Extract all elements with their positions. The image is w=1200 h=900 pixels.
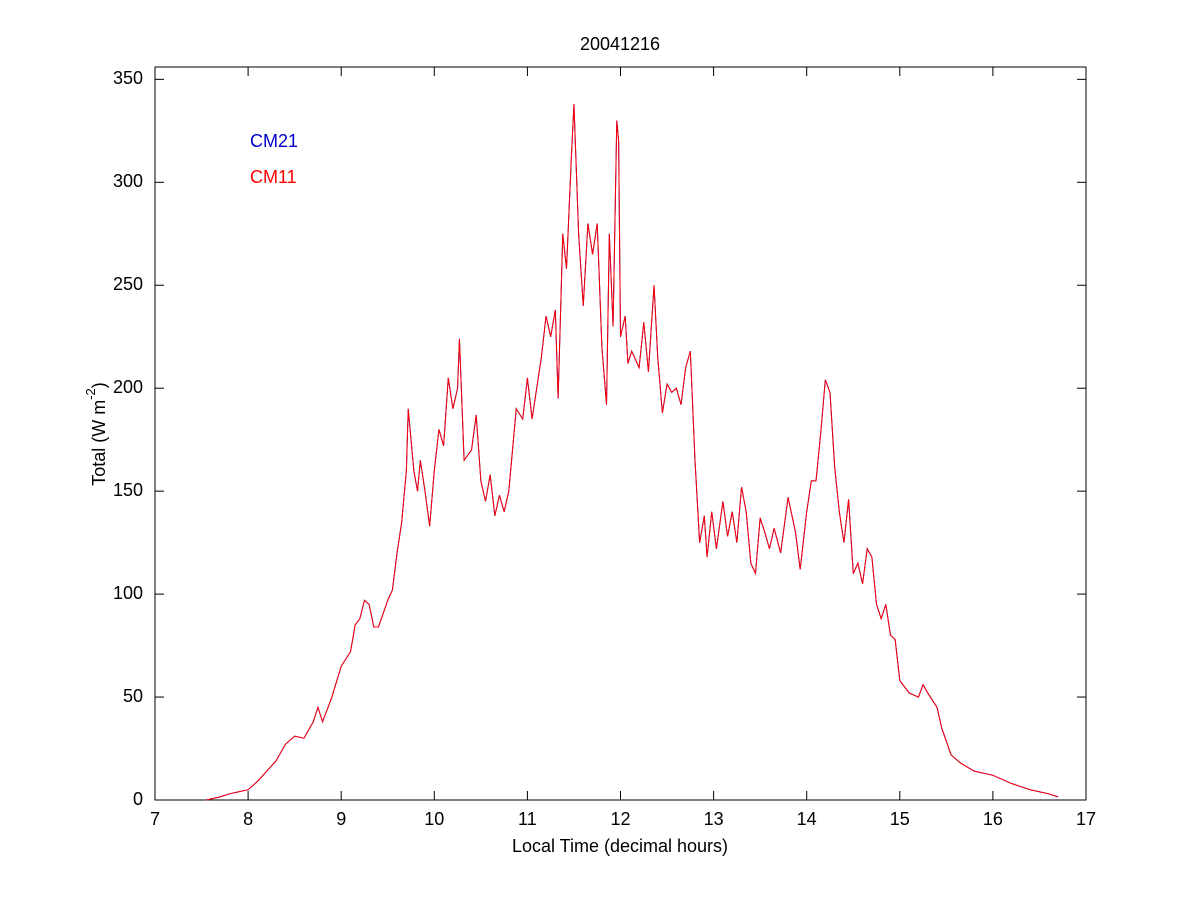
y-label-sup: -2: [83, 388, 98, 400]
y-tick-label: 250: [113, 274, 143, 294]
legend-label: CM21: [250, 131, 298, 151]
y-tick-label: 350: [113, 68, 143, 88]
x-tick-label: 8: [243, 809, 253, 829]
y-tick-label: 100: [113, 583, 143, 603]
y-tick-label: 150: [113, 480, 143, 500]
x-tick-label: 17: [1076, 809, 1096, 829]
y-label-tail: ): [89, 382, 109, 388]
y-tick-label: 50: [123, 686, 143, 706]
x-axis-label: Local Time (decimal hours): [512, 836, 728, 856]
y-tick-label: 300: [113, 171, 143, 191]
x-tick-label: 9: [336, 809, 346, 829]
chart-title: 20041216: [580, 34, 660, 54]
x-tick-label: 15: [890, 809, 910, 829]
x-tick-label: 11: [518, 809, 537, 829]
y-tick-label: 200: [113, 377, 143, 397]
y-axis-label: Total (W m-2): [83, 382, 108, 486]
x-tick-label: 7: [150, 809, 160, 829]
x-tick-label: 10: [424, 809, 444, 829]
x-tick-label: 16: [983, 809, 1003, 829]
x-tick-label: 14: [797, 809, 817, 829]
series-line: [206, 104, 1059, 801]
y-label-text: Total (W m: [89, 400, 109, 486]
x-tick-label: 13: [704, 809, 724, 829]
x-tick-label: 12: [610, 809, 630, 829]
legend-label: CM11: [250, 167, 297, 187]
y-tick-label: 0: [133, 789, 143, 809]
